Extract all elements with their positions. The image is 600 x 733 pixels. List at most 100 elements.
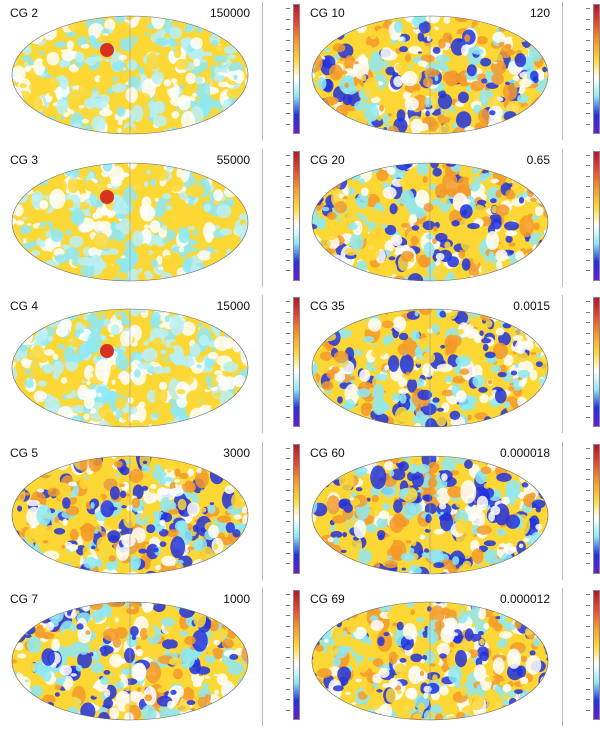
- map-blob: [15, 276, 29, 281]
- map-blob: [411, 224, 420, 231]
- map-blob: [177, 207, 182, 214]
- map-blob: [455, 574, 462, 580]
- map-blob: [155, 564, 162, 571]
- map-blob: [250, 614, 255, 617]
- map-blob: [536, 715, 544, 721]
- map-blob: [223, 45, 238, 54]
- map-blob: [61, 544, 66, 549]
- map-blob: [498, 332, 511, 346]
- map-blob: [196, 364, 202, 369]
- map-blob: [103, 670, 111, 676]
- map-blob: [12, 602, 26, 621]
- map-blob: [12, 682, 17, 702]
- map-blob: [245, 596, 252, 601]
- map-blob: [515, 250, 525, 261]
- map-blob: [536, 40, 544, 47]
- map-blob: [423, 241, 435, 258]
- map-blob: [238, 167, 248, 180]
- map-blob: [354, 321, 362, 332]
- map-blob: [246, 530, 248, 535]
- map-blob: [418, 285, 422, 287]
- colorbar-tick: [286, 113, 290, 114]
- map-blob: [16, 321, 26, 333]
- map-blob: [162, 224, 168, 230]
- colorbar-tick: [586, 489, 590, 491]
- map-blob: [225, 309, 241, 317]
- map-blob: [210, 315, 224, 333]
- map-blob: [202, 55, 212, 61]
- map-blob: [312, 116, 318, 129]
- map-blob: [549, 305, 554, 312]
- map-blob: [305, 39, 311, 51]
- map-blob: [146, 51, 162, 70]
- map-blob: [246, 264, 248, 281]
- map-blob: [358, 548, 372, 564]
- map-blob: [49, 188, 66, 209]
- map-blob: [315, 450, 319, 452]
- map-blob: [33, 317, 46, 325]
- map-blob: [447, 485, 463, 498]
- map-blob: [312, 393, 323, 407]
- map-blob: [551, 340, 555, 346]
- map-blob: [312, 457, 316, 471]
- map-blob: [150, 718, 160, 721]
- map-blob: [527, 133, 534, 134]
- map-blob: [526, 603, 538, 614]
- map-blob: [179, 84, 185, 89]
- map-blob: [332, 43, 346, 53]
- map-blob: [61, 562, 74, 572]
- map-blob: [104, 58, 111, 62]
- map-blob: [33, 561, 45, 572]
- map-label: CG 35: [310, 299, 345, 314]
- map-blob: [54, 312, 60, 318]
- map-blob: [399, 393, 407, 404]
- map-blob: [142, 602, 153, 614]
- map-blob: [430, 162, 439, 169]
- colorbar-tick: [286, 374, 290, 376]
- map-blob: [483, 309, 500, 313]
- map-max-value: 0.000018: [499, 445, 550, 460]
- map-blob: [24, 209, 35, 218]
- map-blob: [331, 366, 340, 374]
- map-blob: [477, 422, 484, 428]
- map-blob: [12, 602, 19, 613]
- map-panel: CG 2 150000: [0, 0, 300, 146]
- map-blob: [312, 478, 315, 488]
- map-blob: [530, 256, 547, 279]
- map-blob: [500, 552, 514, 569]
- map-blob: [190, 715, 203, 721]
- map-blob: [421, 551, 428, 558]
- map-blob: [550, 427, 554, 432]
- map-blob: [515, 340, 526, 355]
- map-blob: [27, 706, 42, 721]
- map-blob: [333, 572, 342, 574]
- map-blob: [508, 164, 516, 173]
- map-blob: [120, 255, 126, 259]
- map-blob: [213, 543, 218, 550]
- map-blob: [170, 717, 183, 721]
- map-blob: [381, 320, 394, 329]
- map-blob: [184, 636, 196, 646]
- map-blob: [94, 304, 99, 308]
- map-blob: [409, 501, 423, 515]
- map-blob: [18, 403, 34, 417]
- map-blob: [460, 231, 475, 252]
- map-blob: [517, 94, 529, 104]
- map-blob: [32, 474, 41, 479]
- map-blob: [12, 399, 13, 404]
- map-blob: [329, 372, 334, 380]
- map-blob: [237, 461, 248, 478]
- map-blob: [535, 317, 543, 328]
- map-blob: [337, 396, 343, 404]
- map-blob: [243, 688, 248, 694]
- map-blob: [514, 23, 521, 34]
- map-blob: [326, 455, 337, 459]
- map-blob: [332, 566, 339, 574]
- map-blob: [54, 40, 67, 48]
- map-blob: [208, 455, 215, 463]
- map-blob: [198, 127, 213, 134]
- map-blob: [187, 199, 195, 206]
- map-blob: [117, 373, 124, 380]
- map-blob: [434, 75, 439, 82]
- map-blob: [437, 93, 453, 110]
